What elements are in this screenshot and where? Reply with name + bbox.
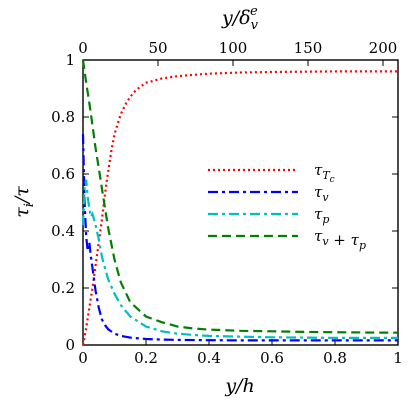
series-lines [81, 59, 399, 346]
legend-label: τv + τp [314, 227, 366, 252]
series-line-3 [81, 179, 398, 339]
y-tick-label: 0.2 [51, 279, 75, 297]
series-line-1 [81, 70, 398, 346]
top-x-tick-label: 50 [148, 39, 167, 57]
legend-label: τTc [314, 161, 335, 185]
x-tick-label: 0.8 [323, 349, 347, 367]
y-tick-label: 0.4 [51, 222, 75, 240]
series-line-2 [81, 134, 398, 342]
top-x-tick-label: 0 [78, 39, 88, 57]
y-tick-label: 0.8 [51, 108, 75, 126]
plot-frame [82, 59, 399, 346]
x-tick-label: 0.2 [134, 349, 158, 367]
svg-text:τi/τ: τi/τ [11, 186, 37, 218]
x-tick-label: 0.4 [197, 349, 221, 367]
svg-text:y/δve: y/δve [221, 4, 259, 33]
top-x-axis-label: y/δve [221, 4, 259, 33]
x-tick-label: 0 [78, 349, 88, 367]
x-tick-label: 1 [393, 349, 403, 367]
legend-label: τp [314, 205, 329, 226]
top-x-tick-label: 200 [369, 39, 398, 57]
y-tick-label: 0.6 [51, 165, 75, 183]
x-axis-label: y/h [224, 375, 254, 397]
axis-ticks: 0 0.2 0.4 0.6 0.8 100.20.40.60.810 50 100 150 200 [51, 39, 403, 367]
y-axis-label: τi/τ [11, 186, 37, 218]
y-tick-label: 1 [65, 51, 75, 69]
legend-label: τv [314, 183, 329, 204]
y-tick-label: 0 [65, 336, 75, 354]
top-x-tick-label: 100 [219, 39, 248, 57]
top-x-tick-label: 150 [294, 39, 323, 57]
x-tick-label: 0.6 [260, 349, 284, 367]
series-line-4 [81, 59, 399, 334]
